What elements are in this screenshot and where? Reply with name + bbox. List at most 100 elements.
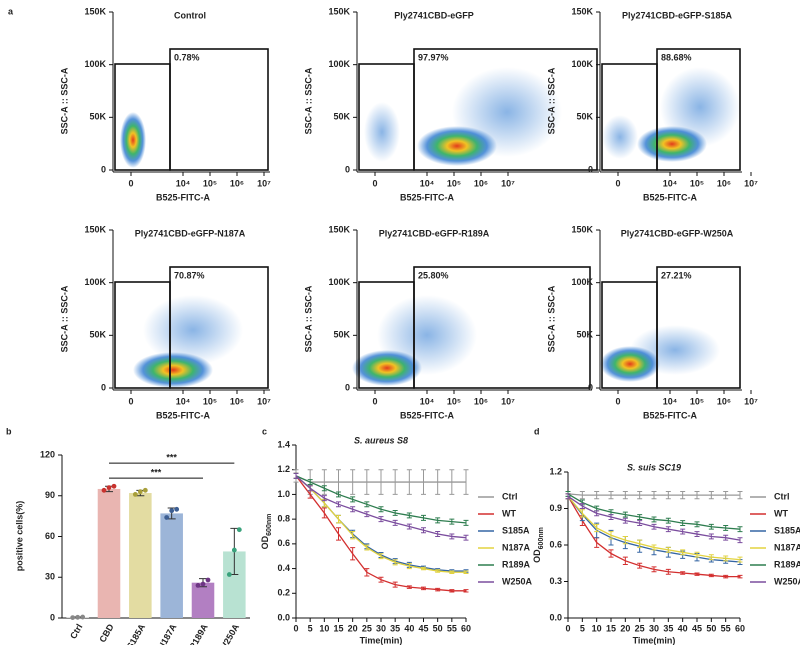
error-bar [708,573,714,578]
x-tick-label: 10⁶ [717,178,731,188]
error-bar [421,566,426,571]
legend-label: W250A [502,576,533,586]
plot-title: Ply2741CBD-eGFP-N187A [135,228,246,238]
error-bar [694,572,700,576]
error-bar [680,571,686,575]
y-tick-label: 100K [84,277,106,287]
error-bar [723,525,729,531]
x-tick-label: 15 [333,623,343,633]
y-tick-label: 100K [328,59,350,69]
gate-percent: 70.87% [174,270,205,280]
error-bar [622,535,628,545]
x-tick-label: 10⁷ [501,178,515,188]
y-tick-label: 150K [84,224,106,234]
x-tick-label: 60 [735,623,745,633]
x-tick-label: 40 [404,623,414,633]
y-tick-label: 0.0 [277,612,290,622]
error-bar [392,509,398,516]
y-axis-label-main: OD [260,535,270,549]
panel-letter: b [6,426,12,436]
data-point [106,485,112,490]
error-bar [637,539,643,548]
panel-letter: a [8,6,14,16]
x-axis-label: Time(min) [633,635,676,645]
x-tick-label: CBD-S185A [113,622,147,645]
y-axis-label-sub: 600nm [266,514,273,536]
y-tick-label: 0 [588,382,593,392]
error-bar [321,485,327,492]
error-bar [307,485,313,492]
plot-title: Control [174,10,206,20]
x-tick-label: 10⁶ [474,396,488,406]
y-tick-label: 1.2 [549,466,562,476]
bar [223,551,246,618]
x-tick-label: 0 [293,623,298,633]
error-bar [608,549,614,558]
error-bar [708,533,714,540]
x-axis-label: B525-FITC-A [400,410,455,420]
data-point [80,614,86,620]
error-bar [708,554,714,561]
data-point [226,572,232,577]
positive-gate [413,266,591,389]
x-tick-label: 35 [663,623,673,633]
x-tick-label: 10⁵ [447,396,461,406]
error-bar [579,490,585,500]
legend-label: S185A [774,525,800,535]
x-axis-label: Time(min) [360,635,403,645]
x-tick-label: 20 [348,623,358,633]
y-tick-label: 0.0 [549,612,562,622]
error-bar [421,586,426,591]
x-tick-label: 10⁵ [203,396,217,406]
error-bar [378,576,384,583]
error-bar [449,518,455,525]
x-axis-label: B525-FITC-A [643,192,698,202]
error-bar [737,490,743,500]
x-tick-label: 45 [692,623,702,633]
error-bar [637,520,643,527]
data-point [205,577,211,583]
x-tick-label: 5 [308,623,313,633]
data-point [70,615,76,620]
bar [191,582,215,618]
y-tick-label: 100K [84,59,106,69]
error-bar [435,569,441,573]
data-point [174,506,180,512]
error-bar [350,496,356,503]
density-cloud [602,115,638,159]
error-bar [378,516,384,523]
error-bar [622,490,628,500]
y-tick-label: 0 [101,164,106,174]
error-bar [406,523,412,530]
positive-gate [413,48,598,171]
density-cloud [364,102,400,162]
y-axis-label: SSC-A :: SSC-A [59,285,69,352]
error-bar [435,517,441,524]
x-tick-label: 25 [362,623,372,633]
y-tick-label: 0.3 [549,576,562,586]
x-tick-label: 40 [678,623,688,633]
gate-percent: 25.80% [418,270,449,280]
y-tick-label: 50K [333,330,350,340]
error-bar [565,493,571,500]
x-tick-label: 10⁷ [257,396,271,406]
data-point [195,583,201,588]
y-tick-label: 1.2 [277,464,290,474]
y-tick-label: 30 [45,572,55,582]
positive-gate [169,48,269,171]
x-tick-label: 10⁶ [230,178,244,188]
error-bar [406,585,412,589]
error-bar [435,531,441,537]
error-bar [608,490,614,500]
error-bar [421,469,426,495]
error-bar [463,570,469,575]
y-axis-label: SSC-A :: SSC-A [303,285,313,352]
y-tick-label: 0.9 [549,503,562,513]
y-tick-label: 120 [40,449,55,459]
legend-label: S185A [502,525,530,535]
plot-title: Ply2741CBD-eGFP-W250A [621,228,734,238]
density-cloud [120,112,146,168]
y-tick-label: 0.2 [277,588,290,598]
error-bar [651,516,657,523]
